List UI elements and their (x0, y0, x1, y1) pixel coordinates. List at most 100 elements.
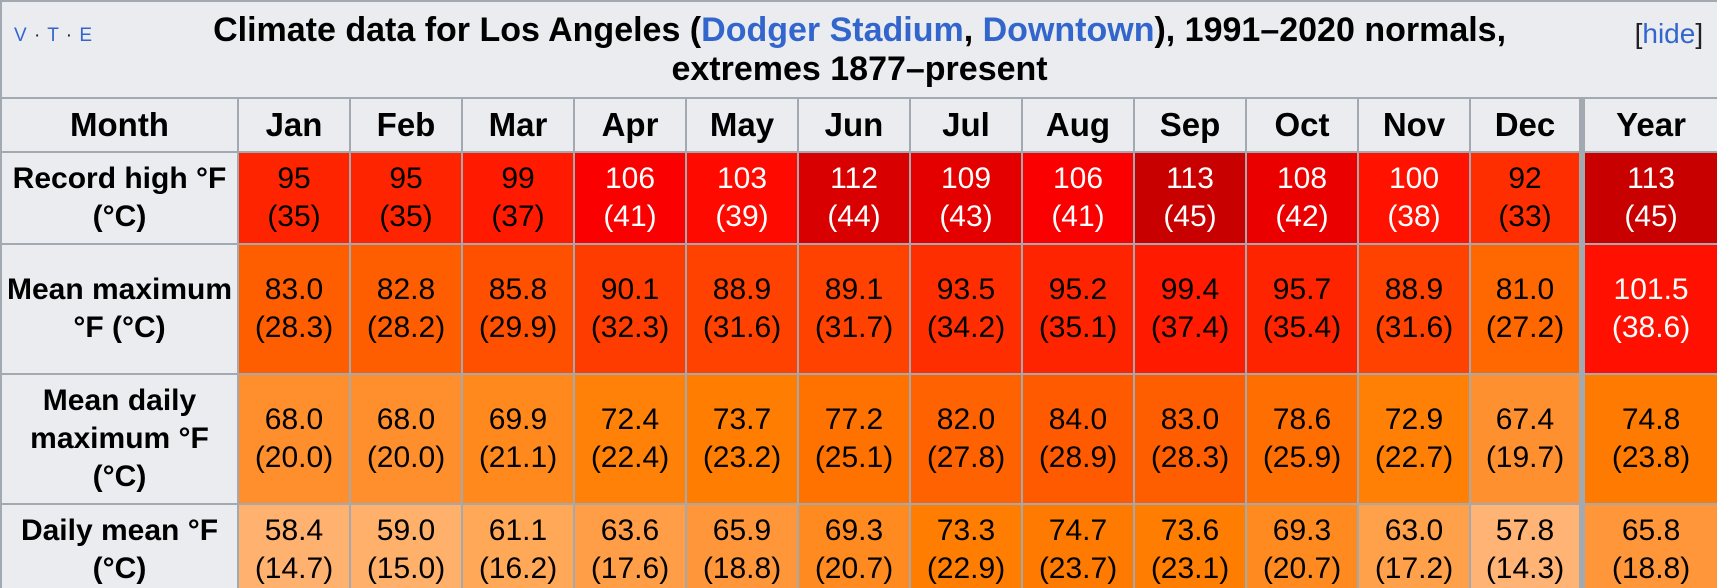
fahrenheit-value: 95.2 (1048, 273, 1108, 306)
value-cell-dec: 81.0 (27.2) (1469, 243, 1583, 375)
month-header-feb: Feb (349, 97, 463, 153)
value-cell-mar: 85.8 (29.9) (461, 243, 575, 375)
celsius-value: (43) (939, 200, 993, 233)
celsius-value: (21.1) (478, 441, 558, 474)
fahrenheit-value: 112 (830, 162, 878, 195)
dodger-stadium-link[interactable]: Dodger Stadium (701, 10, 964, 49)
fahrenheit-value: 100 (1388, 162, 1440, 195)
value-cell-may: 73.7 (23.2) (685, 373, 799, 505)
value-cell-year: 101.5 (38.6) (1578, 243, 1717, 375)
value-cell-apr: 72.4 (22.4) (573, 373, 687, 505)
fahrenheit-value: 63.6 (600, 514, 660, 547)
value-cell-jan: 68.0 (20.0) (237, 373, 351, 505)
celsius-value: (41) (1051, 200, 1105, 233)
celsius-value: (39) (715, 200, 769, 233)
celsius-value: (14.7) (254, 552, 334, 585)
value-cell-aug: 74.7 (23.7) (1021, 503, 1135, 588)
value-cell-sep: 113 (45) (1133, 151, 1247, 245)
vte-talk-link[interactable]: T (47, 25, 60, 46)
fahrenheit-value: 95 (389, 162, 423, 195)
fahrenheit-value: 65.9 (712, 514, 772, 547)
celsius-value: (19.7) (1485, 441, 1565, 474)
title-text-part2: ), 1991–2020 normals, extremes 1877–pres… (671, 10, 1507, 88)
month-header-may: May (685, 97, 799, 153)
celsius-value: (35.1) (1038, 311, 1118, 344)
celsius-value: (28.2) (366, 311, 446, 344)
fahrenheit-value: 101.5 (1613, 273, 1689, 306)
value-cell-year: 113 (45) (1578, 151, 1717, 245)
celsius-value: (14.3) (1485, 552, 1565, 585)
fahrenheit-value: 113 (1166, 162, 1214, 195)
celsius-value: (27.8) (926, 441, 1006, 474)
celsius-value: (22.4) (590, 441, 670, 474)
value-cell-year: 65.8 (18.8) (1578, 503, 1717, 588)
fahrenheit-value: 68.0 (376, 403, 436, 436)
fahrenheit-value: 106 (604, 162, 656, 195)
fahrenheit-value: 73.3 (936, 514, 996, 547)
celsius-value: (15.0) (366, 552, 446, 585)
celsius-value: (17.2) (1374, 552, 1454, 585)
fahrenheit-value: 61.1 (488, 514, 548, 547)
fahrenheit-value: 113 (1627, 162, 1675, 195)
value-cell-jul: 73.3 (22.9) (909, 503, 1023, 588)
fahrenheit-value: 77.2 (824, 403, 884, 436)
month-header-nov: Nov (1357, 97, 1471, 153)
month-header-oct: Oct (1245, 97, 1359, 153)
fahrenheit-value: 99.4 (1160, 273, 1220, 306)
celsius-value: (23.1) (1150, 552, 1230, 585)
fahrenheit-value: 59.0 (376, 514, 436, 547)
downtown-link[interactable]: Downtown (982, 10, 1155, 49)
month-header-sep: Sep (1133, 97, 1247, 153)
fahrenheit-value: 99 (501, 162, 535, 195)
celsius-value: (38) (1387, 200, 1441, 233)
celsius-value: (23.8) (1611, 441, 1691, 474)
value-cell-jul: 93.5 (34.2) (909, 243, 1023, 375)
value-cell-jun: 112 (44) (797, 151, 911, 245)
value-cell-feb: 95 (35) (349, 151, 463, 245)
fahrenheit-value: 74.7 (1048, 514, 1108, 547)
fahrenheit-value: 82.0 (936, 403, 996, 436)
fahrenheit-value: 65.8 (1621, 514, 1681, 547)
celsius-value: (28.3) (1150, 441, 1230, 474)
celsius-value: (22.9) (926, 552, 1006, 585)
celsius-value: (37.4) (1150, 311, 1230, 344)
fahrenheit-value: 90.1 (600, 273, 660, 306)
celsius-value: (20.0) (366, 441, 446, 474)
title-separator: , (963, 10, 983, 49)
hide-link[interactable]: hide (1642, 18, 1696, 49)
fahrenheit-value: 78.6 (1272, 403, 1332, 436)
fahrenheit-value: 69.3 (1272, 514, 1332, 547)
celsius-value: (20.0) (254, 441, 334, 474)
celsius-value: (25.9) (1262, 441, 1342, 474)
table-caption: V · T · E Climate data for Los Angeles (… (0, 0, 1717, 99)
fahrenheit-value: 72.9 (1384, 403, 1444, 436)
value-cell-oct: 95.7 (35.4) (1245, 243, 1359, 375)
fahrenheit-value: 89.1 (824, 273, 884, 306)
fahrenheit-value: 93.5 (936, 273, 996, 306)
title-text-part1: Climate data for Los Angeles ( (213, 10, 702, 49)
vte-view-link[interactable]: V (14, 25, 28, 46)
value-cell-jul: 82.0 (27.8) (909, 373, 1023, 505)
fahrenheit-value: 63.0 (1384, 514, 1444, 547)
value-cell-jan: 58.4 (14.7) (237, 503, 351, 588)
value-cell-oct: 69.3 (20.7) (1245, 503, 1359, 588)
fahrenheit-value: 58.4 (264, 514, 324, 547)
celsius-value: (35) (379, 200, 433, 233)
value-cell-apr: 90.1 (32.3) (573, 243, 687, 375)
hide-bracket-close: ] (1695, 18, 1704, 49)
celsius-value: (42) (1275, 200, 1329, 233)
fahrenheit-value: 95 (277, 162, 311, 195)
value-cell-feb: 59.0 (15.0) (349, 503, 463, 588)
celsius-value: (23.2) (702, 441, 782, 474)
fahrenheit-value: 69.9 (488, 403, 548, 436)
fahrenheit-value: 103 (716, 162, 768, 195)
fahrenheit-value: 92 (1508, 162, 1542, 195)
celsius-value: (38.6) (1611, 311, 1691, 344)
fahrenheit-value: 81.0 (1495, 273, 1555, 306)
fahrenheit-value: 74.8 (1621, 403, 1681, 436)
vte-edit-link[interactable]: E (79, 25, 94, 46)
table-row: Daily mean °F (°C) 58.4 (14.7) 59.0 (15.0) 6… (0, 503, 1717, 588)
value-cell-sep: 83.0 (28.3) (1133, 373, 1247, 505)
